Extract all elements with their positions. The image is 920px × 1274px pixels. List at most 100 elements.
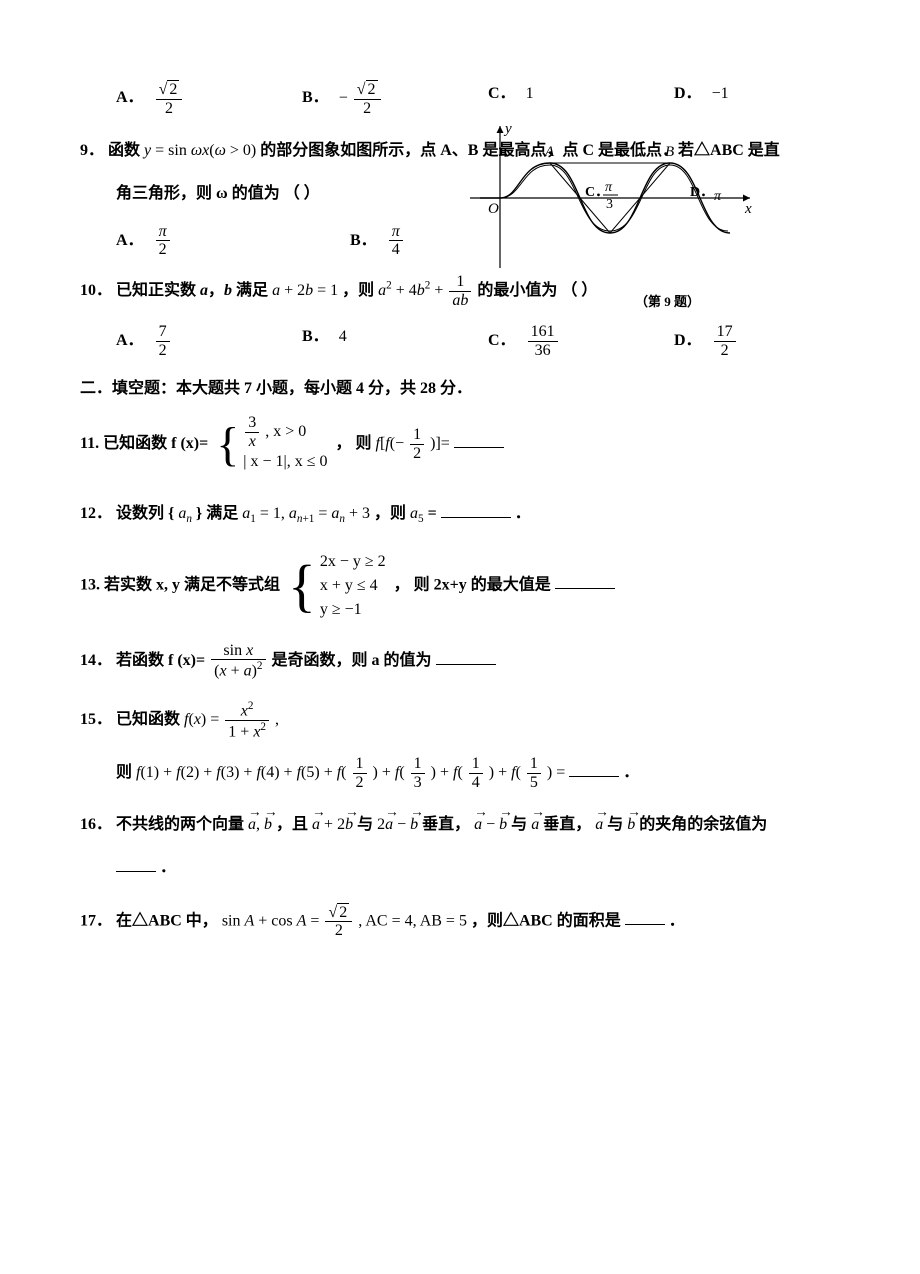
stem-text: 垂直， bbox=[543, 816, 591, 833]
question-number: 10． bbox=[80, 282, 112, 299]
q9-graph: y x O A B C． π 3 D． π bbox=[460, 118, 760, 288]
sine-graph-svg: y x O A B C． π 3 D． π bbox=[460, 118, 760, 278]
math-worksheet-page: A． √2 2 B． − √2 2 C． 1 D． −1 9． 函数 y = s… bbox=[0, 0, 920, 994]
q15-line1: 15． 已知函数 f(x) = x2 1 + x2 , bbox=[80, 700, 860, 741]
answer-blank bbox=[454, 431, 504, 448]
stem-text: ，则△ABC 的面积是 bbox=[471, 912, 621, 929]
fraction: x2 1 + x2 bbox=[225, 700, 269, 741]
option-label: C． bbox=[488, 85, 516, 102]
answer-blank bbox=[436, 648, 496, 665]
question-number: 17． bbox=[80, 912, 112, 929]
fraction: √2 2 bbox=[325, 903, 352, 940]
svg-text:π: π bbox=[605, 180, 613, 195]
stem-text: 与 bbox=[607, 816, 627, 833]
option-label: B． bbox=[350, 232, 377, 249]
q13: 13. 若实数 x, y 满足不等式组 { 2x − y ≥ 2 x + y ≤… bbox=[80, 550, 860, 622]
svg-text:3: 3 bbox=[606, 197, 613, 212]
q10-option-a: A． 7 2 bbox=[116, 323, 302, 359]
fraction: π 4 bbox=[389, 223, 403, 259]
stem-text: 与 bbox=[357, 816, 377, 833]
section-heading: 二．填空题：本大题共 7 小题，每小题 4 分，共 28 分． bbox=[80, 375, 860, 404]
q8-option-a: A． √2 2 bbox=[116, 80, 302, 117]
stem-text: 已知函数 bbox=[116, 711, 184, 728]
q8-option-d: D． −1 bbox=[674, 80, 860, 117]
q16-blank-line: ． bbox=[80, 854, 860, 883]
stem-text: 与 bbox=[511, 816, 531, 833]
stem-text: ， 则 bbox=[336, 435, 376, 452]
svg-text:A: A bbox=[544, 144, 555, 160]
stem-text: ，则 bbox=[374, 505, 410, 522]
stem-text: 垂直， bbox=[422, 816, 470, 833]
option-label: A． bbox=[116, 232, 144, 249]
stem-text: 已知函数 f (x)= bbox=[103, 435, 212, 452]
stem-text: ， 则 2x+y 的最大值是 bbox=[394, 576, 555, 593]
option-label: C． bbox=[488, 332, 516, 349]
formula-text: y = sin ωx(ω > 0) bbox=[144, 142, 260, 159]
option-label: D． bbox=[674, 85, 702, 102]
stem-text: 在△ABC 中， bbox=[116, 912, 222, 929]
stem-text: 角三角形，则 ω 的值为 （ ） bbox=[116, 185, 320, 202]
stem-text: ，则 bbox=[342, 282, 378, 299]
fraction: 7 2 bbox=[156, 323, 170, 359]
option-label: D． bbox=[674, 332, 702, 349]
fraction: 161 36 bbox=[528, 323, 558, 359]
question-number: 13. bbox=[80, 576, 100, 593]
question-number: 15． bbox=[80, 711, 112, 728]
stem-text: = bbox=[428, 505, 437, 522]
q10-option-b: B． 4 bbox=[302, 323, 488, 359]
question-number: 9． bbox=[80, 142, 104, 159]
q14: 14． 若函数 f (x)= sin x (x + a)2 是奇函数，则 a 的… bbox=[80, 642, 860, 681]
stem-text: 已知正实数 bbox=[116, 282, 200, 299]
fraction: √2 2 bbox=[354, 80, 381, 117]
q15-line2: 则 f(1) + f(2) + f(3) + f(4) + f(5) + f( … bbox=[80, 755, 860, 791]
stem-text: 满足 bbox=[236, 282, 272, 299]
option-label: A． bbox=[116, 332, 144, 349]
svg-text:B: B bbox=[665, 144, 674, 160]
svg-text:y: y bbox=[503, 121, 512, 137]
q12: 12． 设数列 { an } 满足 a1 = 1, an+1 = an + 3 … bbox=[80, 500, 860, 529]
q8-option-b: B． − √2 2 bbox=[302, 80, 488, 117]
question-number: 12． bbox=[80, 505, 112, 522]
q16: 16． 不共线的两个向量 →a, →b ，且 →a + 2→b 与 2→a − … bbox=[80, 811, 860, 840]
stem-text: 不共线的两个向量 bbox=[116, 816, 248, 833]
q10-option-c: C． 161 36 bbox=[488, 323, 674, 359]
stem-text: ，且 bbox=[276, 816, 312, 833]
stem-text: 是奇函数，则 a 的值为 bbox=[272, 652, 432, 669]
answer-blank bbox=[625, 908, 665, 925]
q8-option-c: C． 1 bbox=[488, 80, 674, 117]
question-number: 16． bbox=[80, 816, 112, 833]
answer-blank bbox=[116, 855, 156, 872]
question-number: 14． bbox=[80, 652, 112, 669]
figure-caption: （第 9 题） bbox=[635, 290, 700, 313]
stem-text: } 满足 bbox=[196, 505, 242, 522]
option-label: A． bbox=[116, 89, 144, 106]
svg-text:x: x bbox=[744, 201, 752, 217]
q10-options: A． 7 2 B． 4 C． 161 36 D． 17 2 bbox=[80, 323, 860, 359]
svg-text:O: O bbox=[488, 201, 499, 217]
fraction: 17 2 bbox=[714, 323, 736, 359]
fraction: √2 2 bbox=[156, 80, 183, 117]
stem-text: 若函数 f (x)= bbox=[116, 652, 205, 669]
fraction: π 2 bbox=[156, 223, 170, 259]
svg-text:D．: D． bbox=[690, 185, 714, 200]
q9-option-a: A． π 2 bbox=[116, 223, 350, 259]
q8-options: A． √2 2 B． − √2 2 C． 1 D． −1 bbox=[80, 80, 860, 117]
stem-text: 函数 bbox=[108, 142, 140, 159]
fraction: sin x (x + a)2 bbox=[211, 642, 265, 681]
stem-text: 的夹角的余弦值为 bbox=[639, 816, 767, 833]
q11: 11. 已知函数 f (x)= { 3x , x > 0 | x − 1|, x… bbox=[80, 414, 860, 474]
inequality-system: { 2x − y ≥ 2 x + y ≤ 4 y ≥ −1 bbox=[288, 550, 386, 622]
option-label: B． bbox=[302, 89, 329, 106]
answer-blank bbox=[555, 572, 615, 589]
q10-option-d: D． 17 2 bbox=[674, 323, 860, 359]
question-number: 11. bbox=[80, 435, 99, 452]
answer-blank bbox=[569, 760, 619, 777]
svg-text:π: π bbox=[714, 189, 722, 204]
piecewise: { 3x , x > 0 | x − 1|, x ≤ 0 bbox=[216, 414, 327, 474]
answer-blank bbox=[441, 501, 511, 518]
q17: 17． 在△ABC 中， sin A + cos A = √2 2 , AC =… bbox=[80, 903, 860, 940]
stem-text: 则 bbox=[116, 764, 136, 781]
option-label: B． bbox=[302, 328, 329, 345]
stem-text: 设数列 { bbox=[116, 505, 174, 522]
stem-text: 若实数 x, y 满足不等式组 bbox=[104, 576, 280, 593]
